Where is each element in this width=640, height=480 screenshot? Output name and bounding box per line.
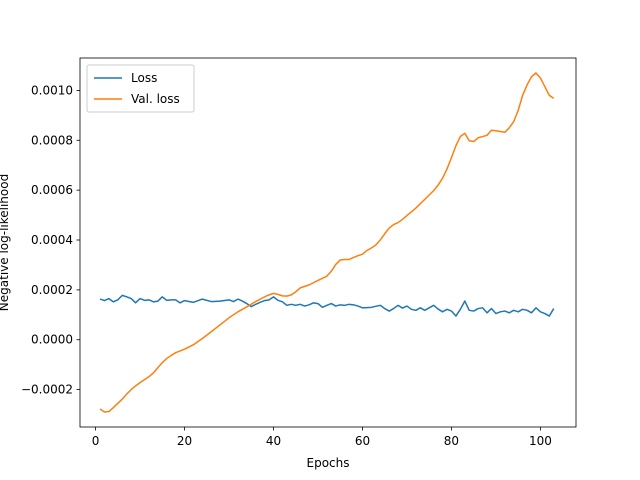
y-tick-label: 0.0002 (31, 283, 73, 297)
y-axis: −0.0002 0.0000 0.0002 0.0004 0.0006 0.0008 0.0… (21, 83, 80, 397)
legend-label-loss: Loss (131, 71, 157, 85)
x-tick-label: 20 (177, 434, 192, 448)
axes-frame (79, 57, 577, 428)
x-tick-label: 100 (529, 434, 552, 448)
y-tick-label: −0.0002 (21, 383, 73, 397)
series-line-val-loss (99, 72, 555, 413)
legend: Loss Val. loss (86, 64, 195, 113)
legend-box (86, 64, 195, 113)
x-axis: 0 20 40 60 80 100 (92, 427, 552, 448)
y-tick-label: 0.0008 (31, 133, 73, 147)
legend-label-val-loss: Val. loss (131, 92, 180, 106)
y-tick-label: 0.0010 (31, 83, 73, 97)
x-tick-label: 60 (355, 434, 370, 448)
x-tick-label: 80 (444, 434, 459, 448)
y-tick-label: 0.0000 (31, 333, 73, 347)
x-axis-label: Epochs (307, 456, 350, 470)
x-tick-label: 0 (92, 434, 100, 448)
series-line-loss (99, 294, 555, 317)
y-axis-label: Negative log-likelihood (0, 174, 11, 311)
y-tick-label: 0.0004 (31, 233, 73, 247)
y-tick-label: 0.0006 (31, 183, 73, 197)
x-tick-label: 40 (266, 434, 281, 448)
plot-area (99, 72, 555, 413)
